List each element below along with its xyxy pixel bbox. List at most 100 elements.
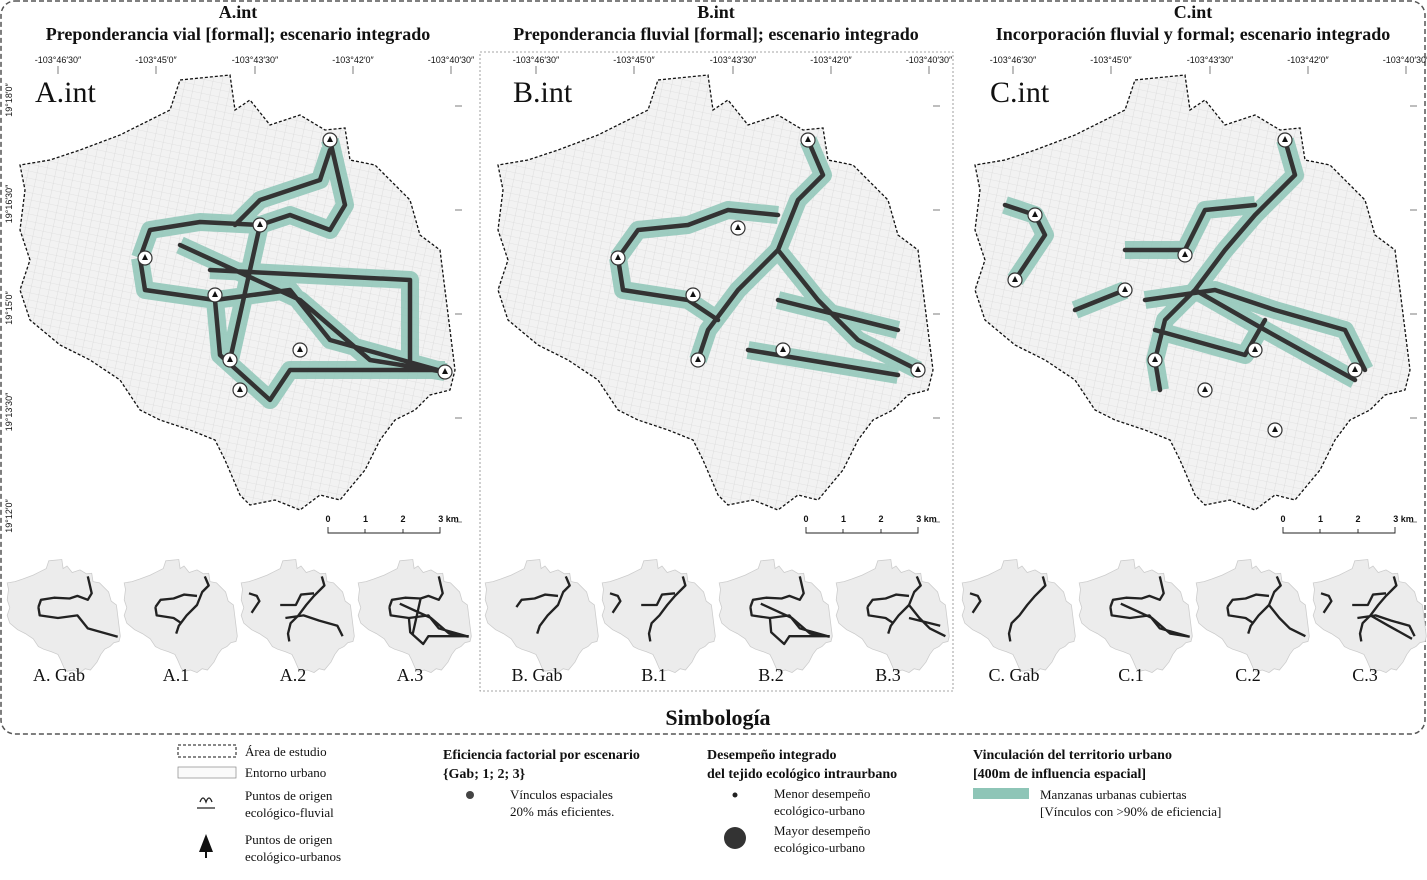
longitude-label: -103°43′30″ [232,55,279,65]
panel-code: B.int [697,2,735,22]
origin-icon [615,254,621,260]
scenario-map [961,559,1076,674]
scenario-label: B.3 [875,665,901,685]
scenario-network [1320,576,1416,642]
origin-icon [1032,211,1038,217]
scenario-map [484,559,599,674]
origin-icon [805,136,811,142]
scenario-network [388,576,470,646]
scale-label: 3 km [1393,514,1414,524]
legend-text: [Vínculos con >90% de eficiencia] [1040,804,1221,819]
legend-text: Manzanas urbanas cubiertas [1040,787,1187,802]
longitude-label: -103°45′0″ [1090,55,1132,65]
longitude-label: -103°45′0″ [135,55,177,65]
legend-text: ecológico-urbanos [245,849,341,864]
scenario-map [1078,559,1193,674]
scenario-map [601,559,716,674]
legend-text: 20% más eficientes. [510,804,614,819]
scenario-label: C.1 [1118,665,1144,685]
scale-bar [805,527,919,534]
scenario-label: C.2 [1235,665,1261,685]
scenario-label: B.1 [641,665,667,685]
scale-label: 0 [325,514,330,524]
latitude-label: 19°13′30″ [4,392,14,431]
legend-swatch [177,744,237,758]
scenario-network [154,575,210,634]
scale-label: 1 [363,514,368,524]
scenario-label: B.2 [758,665,784,685]
scale-label: 2 [400,514,405,524]
legend-swatch [973,788,1029,799]
legend-text: Vínculos espaciales [510,787,613,802]
origin-icon [227,356,233,362]
legend-text: Mayor desempeño [774,823,870,838]
legend-text: ecológico-urbano [774,803,865,818]
scenario-network [515,575,571,634]
origin-icon [1252,346,1258,352]
scenario-label: B. Gab [512,665,563,685]
scenario-area [1195,559,1310,674]
scenario-area [835,559,950,674]
scale-label: 0 [803,514,808,524]
longitude-label: -103°40′30″ [1383,55,1427,65]
origin-icon [237,386,243,392]
scenario-map [357,559,472,674]
panel-title: Preponderancia fluvial [formal]; escenar… [513,24,919,44]
map-label: B.int [513,76,573,109]
longitude-label: -103°40′30″ [428,55,475,65]
longitude-label: -103°43′30″ [710,55,757,65]
legend-heading: {Gab; 1; 2; 3} [443,767,526,782]
study-area [19,74,456,511]
scenario-map [6,559,121,674]
scenario-label: A.3 [397,665,424,685]
scenario-map [240,559,355,674]
scenario-map [123,559,238,674]
legend-text: Área de estudio [245,744,327,759]
map [19,74,456,511]
origin-icon [1122,286,1128,292]
legend-text: Puntos de origen [245,788,333,803]
scenario-map [835,559,950,674]
panel-code: C.int [1174,2,1213,22]
network [137,137,448,403]
scenario-network [1109,576,1191,638]
legend-text: ecológico-fluvial [245,805,334,820]
longitude-label: -103°46′30″ [990,55,1037,65]
origin-icon [142,254,148,260]
scenario-label: A.2 [280,665,307,685]
network [1002,137,1368,393]
legend-point [724,827,746,849]
origin-icon [1202,386,1208,392]
origin-icon [1012,276,1018,282]
origin-icon [1152,356,1158,362]
scenario-map [1312,559,1427,674]
legend-swatch [177,766,237,779]
scenario-network [609,576,687,642]
scale-bar [327,527,441,534]
latitude-label: 19°18′0″ [4,82,14,116]
scale-label: 1 [841,514,846,524]
map [497,74,934,511]
legend-text: Menor desempeño [774,786,870,801]
scenario-label: C.3 [1352,665,1378,685]
study-area [497,74,934,511]
scenario-area [484,559,599,674]
panel-title: Preponderancia vial [formal]; escenario … [46,24,431,44]
legend-heading: Desempeño integrado [707,748,837,763]
figure-frame [0,0,1426,735]
origin-icon [442,368,448,374]
longitude-label: -103°43′30″ [1187,55,1234,65]
scenario-network [248,576,344,642]
origin-icon [212,291,218,297]
scale-label: 0 [1280,514,1285,524]
map-label: C.int [990,76,1050,109]
origin-icon [915,366,921,372]
scenario-network [37,576,119,638]
legend-heading: [400m de influencia espacial] [973,767,1146,782]
map-label: A.int [35,76,97,109]
scale-label: 3 km [438,514,459,524]
legend-icon [199,834,213,858]
longitude-label: -103°45′0″ [613,55,655,65]
scale-bar [1282,527,1396,534]
